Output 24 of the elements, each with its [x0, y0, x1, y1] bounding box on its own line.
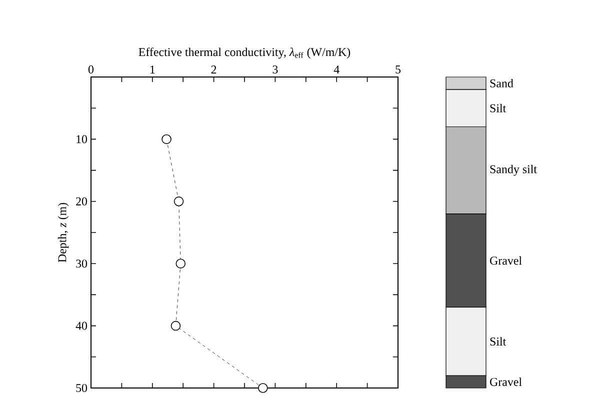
series-label: Silt [490, 104, 506, 112]
y-tick-label: 10 [76, 135, 88, 144]
point [176, 258, 186, 268]
y-tick-label: 50 [76, 384, 88, 392]
point [170, 320, 181, 331]
x-tick-label: 2 [211, 66, 216, 74]
series-label: Silt [490, 337, 506, 346]
point [258, 383, 268, 393]
point [174, 196, 184, 206]
x-tick-label: 0 [88, 65, 94, 74]
series-label: Gravel [490, 378, 522, 386]
x-tick-label: 5 [396, 66, 401, 74]
x-tick-label: 3 [272, 65, 278, 74]
series-label: Gravel [490, 256, 522, 265]
y-tick-label: 30 [76, 260, 88, 268]
x-tick-label: 4 [334, 66, 340, 74]
series-label: Sandy silt [490, 164, 537, 176]
y-axis-title: Depth, z (m) [58, 202, 69, 262]
x-axis-title: Effective thermal conductivity, λ$_{eff}$ (W/m/K) [138, 48, 350, 59]
point [162, 134, 172, 144]
y-tick-label: 40 [76, 322, 88, 330]
y-tick-label: 20 [76, 197, 88, 206]
x-tick-label: 1 [150, 66, 155, 74]
series-label: Sand [490, 79, 514, 88]
